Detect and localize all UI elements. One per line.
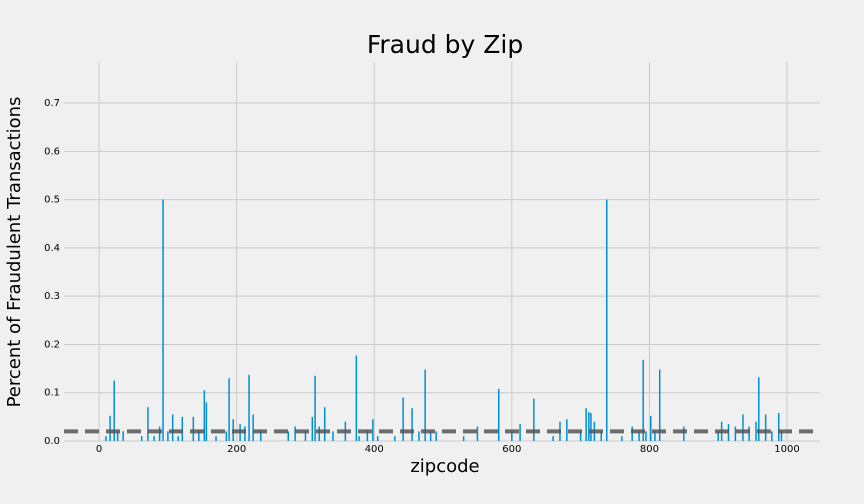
bar [650, 415, 652, 441]
y-tick-label: 0.5 [44, 195, 60, 206]
bar [259, 431, 262, 441]
bar [758, 377, 760, 441]
bar [105, 436, 107, 441]
bar [755, 421, 757, 441]
bar [203, 390, 206, 441]
bar [402, 397, 404, 441]
bar [588, 412, 590, 441]
bar [429, 431, 432, 441]
bar [642, 359, 644, 441]
x-tick-label: 1000 [774, 444, 799, 455]
bar [658, 369, 661, 441]
bar [113, 380, 115, 441]
bar [225, 431, 228, 441]
bar [162, 199, 164, 441]
x-tick-label: 200 [227, 444, 246, 455]
bar [638, 431, 640, 441]
bar [181, 416, 184, 441]
bar [287, 431, 290, 441]
bar [519, 424, 521, 441]
bar [394, 436, 396, 441]
x-axis-label: zipcode [410, 456, 479, 477]
bar [314, 375, 316, 441]
bar [372, 419, 374, 441]
bar [734, 426, 737, 441]
bar [215, 436, 217, 441]
bar [332, 431, 334, 441]
bar [244, 426, 246, 441]
bar [228, 378, 230, 441]
bar [498, 388, 500, 441]
bar [777, 412, 780, 441]
bar [590, 412, 592, 441]
bar [171, 414, 174, 441]
chart-title: Fraud by Zip [367, 30, 523, 59]
bar [167, 431, 169, 441]
bar [585, 408, 587, 441]
bar [435, 431, 437, 441]
y-tick-label: 0.2 [44, 339, 60, 350]
bar [654, 431, 656, 441]
bar [304, 431, 307, 441]
bar [764, 414, 767, 441]
bar [511, 431, 513, 441]
bar [355, 355, 358, 441]
bar [579, 431, 582, 441]
y-tick-label: 0.4 [44, 243, 60, 254]
x-tick-label: 0 [96, 444, 102, 455]
bar [198, 431, 200, 441]
bar [780, 431, 783, 441]
bar [533, 398, 535, 441]
y-tick-label: 0.6 [44, 146, 60, 157]
bar [366, 431, 369, 441]
bar [109, 415, 111, 441]
x-tick-label: 400 [365, 444, 384, 455]
bar [318, 426, 320, 441]
bar [122, 431, 124, 441]
bar [376, 436, 379, 441]
bar [248, 374, 250, 441]
y-tick-label: 0.1 [44, 388, 60, 399]
y-tick-label: 0.0 [44, 436, 60, 447]
y-axis-label: Percent of Fraudulent Transactions [4, 97, 25, 408]
y-tick-label: 0.3 [44, 291, 60, 302]
bar [424, 369, 426, 441]
bar [153, 436, 155, 441]
bar [252, 414, 254, 441]
bar [411, 408, 413, 441]
bar [606, 199, 608, 441]
x-tick-label: 600 [502, 444, 521, 455]
bar [418, 431, 420, 441]
bar [294, 426, 296, 441]
bar [645, 431, 647, 441]
bar [192, 416, 195, 441]
bar [462, 436, 465, 441]
bar [600, 431, 602, 441]
bar [631, 426, 633, 441]
bar [566, 419, 568, 441]
bar [621, 436, 623, 441]
bar [358, 436, 360, 441]
bar [748, 426, 750, 441]
bar [742, 414, 744, 441]
bar [147, 407, 149, 441]
bar [323, 407, 326, 441]
bar [205, 402, 208, 441]
bar [177, 436, 179, 441]
bar [311, 416, 314, 441]
y-tick-label: 0.7 [44, 98, 60, 109]
bar [552, 436, 554, 441]
x-tick-label: 800 [640, 444, 659, 455]
bar [140, 436, 143, 441]
bar [683, 426, 685, 441]
bar [476, 426, 479, 441]
bar [158, 426, 161, 441]
bar [717, 431, 719, 441]
bar [771, 431, 773, 441]
bar [116, 431, 119, 441]
